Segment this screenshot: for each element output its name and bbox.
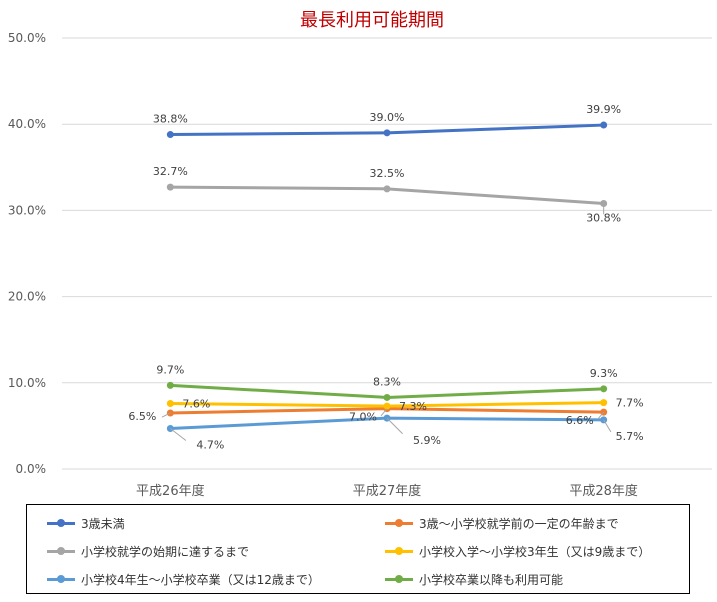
data-point <box>166 399 174 407</box>
legend-marker-series-3 <box>47 545 75 557</box>
y-tick-label: 50.0% <box>8 31 46 45</box>
data-label: 7.0% <box>349 411 377 424</box>
data-label: 30.8% <box>586 212 621 225</box>
leader-line <box>161 412 171 418</box>
y-tick-label: 20.0% <box>8 290 46 304</box>
chart-title: 最長利用可能期間 <box>300 10 444 31</box>
legend-marker-series-5 <box>47 573 75 585</box>
x-tick-label: 平成27年度 <box>353 483 422 499</box>
legend-item-series-2: 3歳〜小学校就学前の一定の年齢まで <box>385 513 619 533</box>
legend-item-series-5: 小学校4年生〜小学校卒業（又は12歳まで） <box>47 569 320 589</box>
data-labels: 38.8% 39.0% 39.9% 6.5% 7.0% 6.6% 32.7% 32.5% 30.… <box>128 103 643 451</box>
x-axis-ticks: 平成26年度 平成27年度 平成28年度 <box>136 483 638 499</box>
leader-line <box>380 408 388 417</box>
data-label: 39.9% <box>586 103 621 116</box>
legend-marker-series-4 <box>385 545 413 557</box>
legend-item-series-1: 3歳未満 <box>47 513 125 533</box>
legend-item-series-3: 小学校就学の始期に達するまで <box>47 541 249 561</box>
data-label: 38.8% <box>153 113 188 126</box>
data-point <box>166 381 174 389</box>
y-axis-ticks: 0.0% 10.0% 20.0% 30.0% 40.0% 50.0% <box>8 31 46 476</box>
data-label: 5.7% <box>616 430 644 443</box>
y-tick-label: 10.0% <box>8 376 46 390</box>
data-label: 32.5% <box>370 167 405 180</box>
legend-label-series-6: 小学校卒業以降も利用可能 <box>419 572 564 587</box>
legend-marker-series-1 <box>47 517 75 529</box>
x-tick-label: 平成26年度 <box>136 483 205 499</box>
data-point <box>600 121 608 129</box>
data-point <box>166 131 174 139</box>
data-label: 39.0% <box>370 111 405 124</box>
x-tick-label: 平成28年度 <box>569 483 638 499</box>
data-point <box>166 183 174 191</box>
y-tick-label: 40.0% <box>8 117 46 131</box>
legend-item-series-4: 小学校入学〜小学校3年生（又は9歳まで） <box>385 541 650 561</box>
legend-marker-series-6 <box>385 573 413 585</box>
data-point <box>383 185 391 193</box>
legend: 3歳未満 3歳〜小学校就学前の一定の年齢まで 小学校就学の始期に達するまで 小学… <box>26 504 690 594</box>
data-label: 6.6% <box>566 414 594 427</box>
legend-marker-series-2 <box>385 517 413 529</box>
data-label: 9.7% <box>156 363 184 376</box>
data-label: 6.5% <box>128 410 156 423</box>
y-tick-label: 30.0% <box>8 203 46 217</box>
leader-line <box>170 428 187 441</box>
data-point <box>383 393 391 401</box>
data-point <box>383 129 391 137</box>
leader-line <box>597 411 605 420</box>
legend-item-series-6: 小学校卒業以降も利用可能 <box>385 569 563 589</box>
data-label: 7.7% <box>616 397 644 410</box>
data-label: 32.7% <box>153 165 188 178</box>
leader-line <box>386 417 403 435</box>
leader-line <box>603 419 612 433</box>
data-label: 7.6% <box>182 397 210 410</box>
data-point <box>600 385 608 393</box>
legend-label-series-5: 小学校4年生〜小学校卒業（又は12歳まで） <box>81 572 320 587</box>
data-point <box>383 402 391 410</box>
line-chart: 最長利用可能期間 0.0% 10.0% 20.0% 30.0% 40.0% 50.0% 平… <box>8 10 712 499</box>
data-label: 9.3% <box>590 367 618 380</box>
data-label: 4.7% <box>196 438 224 451</box>
legend-label-series-4: 小学校入学〜小学校3年生（又は9歳まで） <box>419 544 651 559</box>
legend-label-series-1: 3歳未満 <box>81 516 125 531</box>
data-label: 5.9% <box>413 434 441 447</box>
data-label: 8.3% <box>373 375 401 388</box>
legend-label-series-2: 3歳〜小学校就学前の一定の年齢まで <box>419 516 619 531</box>
legend-label-series-3: 小学校就学の始期に達するまで <box>81 544 250 559</box>
data-label: 7.3% <box>399 400 427 413</box>
data-point <box>600 399 608 407</box>
y-tick-label: 0.0% <box>16 462 47 476</box>
